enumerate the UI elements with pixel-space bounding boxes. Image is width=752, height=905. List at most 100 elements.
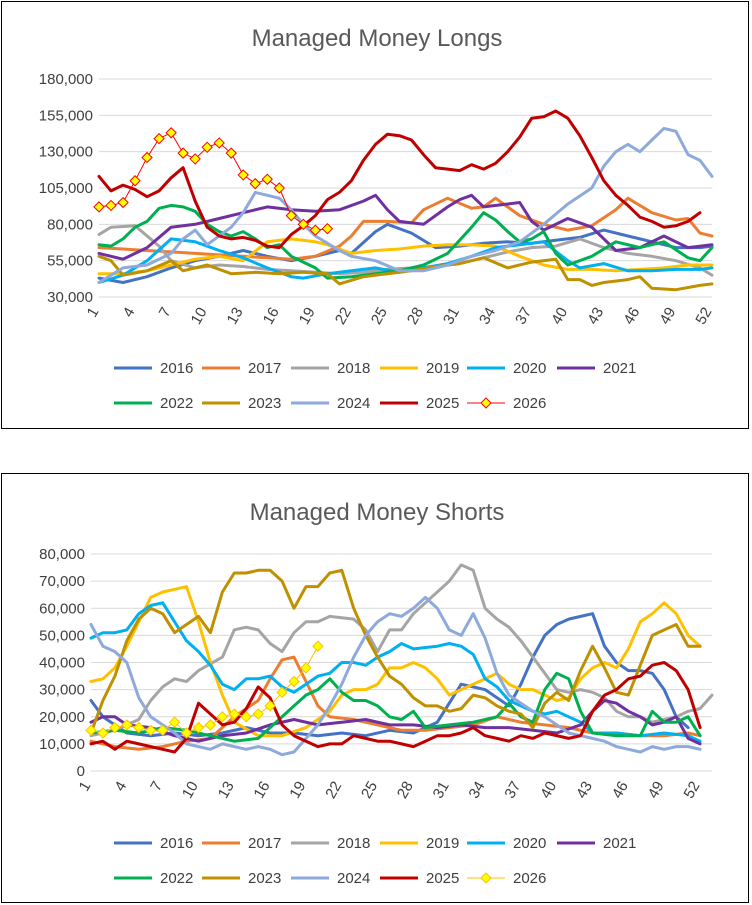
data-point-marker xyxy=(129,175,141,187)
y-tick-label: 50,000 xyxy=(39,627,85,644)
data-point-marker xyxy=(168,716,181,728)
legend-label-2018: 2018 xyxy=(337,835,370,852)
data-point-marker xyxy=(312,640,324,652)
x-tick-label: 34 xyxy=(465,779,488,802)
x-tick-label: 46 xyxy=(609,779,632,802)
data-point-marker xyxy=(252,708,264,720)
series-line-2024 xyxy=(89,595,702,757)
data-point-marker xyxy=(165,127,177,139)
longs-chart: Managed Money Longs 30,000 55,000 80,000 10… xyxy=(39,25,716,412)
legend-label-2022: 2022 xyxy=(160,395,193,412)
data-point-marker xyxy=(309,224,322,236)
x-tick-label: 28 xyxy=(404,305,427,328)
series-line-2022 xyxy=(89,671,702,743)
data-point-marker xyxy=(141,151,153,164)
x-tick-label: 13 xyxy=(224,305,247,328)
legend-marker xyxy=(480,397,492,409)
x-tick-label: 52 xyxy=(692,305,715,328)
data-point-marker xyxy=(177,147,189,159)
longs-chart-panel: Managed Money Longs 30,000 55,000 80,000 10… xyxy=(1,1,749,429)
data-point-marker xyxy=(201,141,213,154)
data-point-marker xyxy=(153,132,165,145)
legend-label-2023: 2023 xyxy=(248,870,281,887)
legend-label-2019: 2019 xyxy=(426,835,459,852)
legend-label-2017: 2017 xyxy=(248,360,281,377)
data-point-marker xyxy=(261,173,273,185)
legend-label-2024: 2024 xyxy=(337,870,370,887)
y-tick-label: 155,000 xyxy=(39,107,93,124)
legend-label-2021: 2021 xyxy=(603,360,636,377)
x-tick-label: 22 xyxy=(322,779,345,802)
legend-label-2026: 2026 xyxy=(513,395,546,412)
data-point-marker xyxy=(276,686,288,699)
x-tick-label: 25 xyxy=(368,305,391,328)
x-tick-label: 31 xyxy=(430,779,453,802)
series-line-2020 xyxy=(89,601,702,743)
chart-title: Managed Money Longs xyxy=(252,25,503,52)
x-tick-label: 28 xyxy=(394,779,417,802)
data-point-marker xyxy=(97,727,109,739)
x-tick-label: 37 xyxy=(512,305,535,328)
x-tick-label: 10 xyxy=(188,305,211,328)
y-tick-label: 55,000 xyxy=(47,253,93,270)
series-line-2023 xyxy=(97,254,714,292)
y-tick-label: 10,000 xyxy=(39,736,85,753)
series-line-2018 xyxy=(89,563,714,738)
legend-label-2025: 2025 xyxy=(426,395,459,412)
legend-label-2026: 2026 xyxy=(513,870,546,887)
y-tick-label: 20,000 xyxy=(39,709,85,726)
data-point-marker xyxy=(204,719,217,731)
y-tick-label: 70,000 xyxy=(39,573,85,590)
legend-label-2017: 2017 xyxy=(248,835,281,852)
data-point-marker xyxy=(288,675,300,688)
data-point-marker xyxy=(300,662,312,674)
legend-label-2016: 2016 xyxy=(160,835,193,852)
x-tick-label: 19 xyxy=(296,305,319,328)
x-tick-label: 52 xyxy=(680,779,703,802)
data-point-marker xyxy=(145,724,157,737)
data-point-marker xyxy=(93,201,105,213)
data-point-marker xyxy=(133,721,145,734)
x-tick-label: 25 xyxy=(358,779,381,802)
series-line-2019 xyxy=(97,237,714,276)
y-tick-label: 80,000 xyxy=(47,216,93,233)
data-point-marker xyxy=(225,147,237,159)
x-tick-label: 16 xyxy=(260,305,283,328)
x-tick-label: 49 xyxy=(645,779,668,802)
series-line-2019 xyxy=(89,585,702,738)
x-tick-label: 34 xyxy=(476,305,499,328)
data-point-marker xyxy=(273,182,286,194)
data-point-marker xyxy=(121,719,133,731)
x-tick-label: 22 xyxy=(332,305,355,328)
x-tick-label: 7 xyxy=(156,305,175,321)
legend-label-2021: 2021 xyxy=(603,835,636,852)
x-tick-label: 16 xyxy=(251,779,274,802)
series-line-2021 xyxy=(97,193,714,261)
x-tick-label: 10 xyxy=(179,779,202,802)
legend-label-2018: 2018 xyxy=(337,360,370,377)
data-point-marker xyxy=(264,700,276,712)
y-tick-label: 30,000 xyxy=(47,289,93,306)
data-point-marker xyxy=(228,708,241,720)
chart-title: Managed Money Shorts xyxy=(250,499,505,526)
data-point-marker xyxy=(297,218,310,231)
y-tick-label: 0 xyxy=(77,763,85,780)
x-tick-label: 37 xyxy=(501,779,524,802)
x-tick-label: 43 xyxy=(584,305,607,328)
data-point-marker xyxy=(105,199,117,212)
data-point-marker xyxy=(109,721,121,734)
series-line-2024 xyxy=(97,126,714,284)
series-line-2025 xyxy=(97,109,702,250)
data-point-marker xyxy=(85,724,97,737)
shorts-chart: Managed Money Shorts 0 10,000 20,000 30,000… xyxy=(39,499,714,887)
y-tick-label: 180,000 xyxy=(39,71,93,88)
data-point-marker xyxy=(180,727,193,739)
series-line-2025 xyxy=(89,661,702,754)
y-tick-label: 105,000 xyxy=(39,180,93,197)
y-tick-label: 30,000 xyxy=(39,682,85,699)
y-tick-label: 130,000 xyxy=(39,144,93,161)
x-tick-label: 1 xyxy=(76,779,95,795)
x-tick-label: 19 xyxy=(286,779,309,802)
x-tick-label: 13 xyxy=(215,779,238,802)
data-point-marker xyxy=(156,724,169,737)
